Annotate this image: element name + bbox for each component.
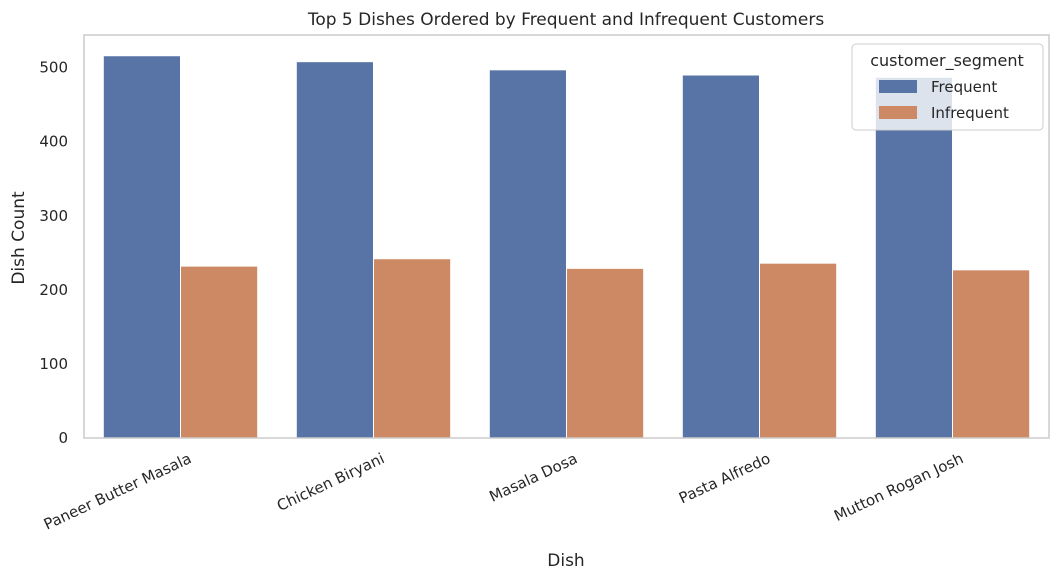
y-tick-label: 300 bbox=[39, 207, 68, 225]
x-tick-label: Mutton Rogan Josh bbox=[831, 449, 966, 525]
bar-frequent-2 bbox=[488, 69, 567, 439]
x-tick-label: Masala Dosa bbox=[486, 449, 580, 505]
legend-title: customer_segment bbox=[870, 51, 1024, 71]
legend-label-frequent: Frequent bbox=[931, 78, 997, 96]
bar-infrequent-3 bbox=[759, 262, 838, 439]
bar-infrequent-0 bbox=[180, 265, 259, 439]
x-tick-label: Chicken Biryani bbox=[274, 449, 387, 515]
y-tick-label: 100 bbox=[39, 355, 68, 373]
plot-frame bbox=[83, 34, 1050, 439]
x-tick-label: Paneer Butter Masala bbox=[41, 449, 194, 533]
bar-frequent-4 bbox=[874, 76, 953, 439]
bar-infrequent-1 bbox=[373, 258, 452, 439]
bar-frequent-3 bbox=[681, 74, 760, 439]
bar-infrequent-4 bbox=[952, 269, 1031, 439]
bars-group bbox=[102, 55, 1031, 439]
bar-frequent-0 bbox=[102, 55, 181, 439]
y-tick-label: 400 bbox=[39, 133, 68, 151]
legend-label-infrequent: Infrequent bbox=[931, 104, 1009, 122]
y-tick-label: 500 bbox=[39, 59, 68, 77]
bar-frequent-1 bbox=[295, 61, 374, 439]
x-axis-ticks: Paneer Butter Masala Chicken Biryani Masal… bbox=[41, 449, 966, 533]
y-axis-label: Dish Count bbox=[9, 191, 29, 285]
legend: customer_segment Frequent Infrequent bbox=[851, 43, 1044, 131]
legend-swatch-infrequent bbox=[879, 106, 917, 119]
legend-swatch-frequent bbox=[879, 80, 917, 93]
y-tick-label: 0 bbox=[58, 429, 68, 447]
y-axis-ticks: 0 100 200 300 400 500 bbox=[39, 59, 68, 447]
chart-title: Top 5 Dishes Ordered by Frequent and Inf… bbox=[307, 10, 824, 30]
x-axis-label: Dish bbox=[547, 551, 584, 571]
y-tick-label: 200 bbox=[39, 281, 68, 299]
bar-infrequent-2 bbox=[566, 267, 645, 439]
x-tick-label: Pasta Alfredo bbox=[676, 449, 773, 507]
